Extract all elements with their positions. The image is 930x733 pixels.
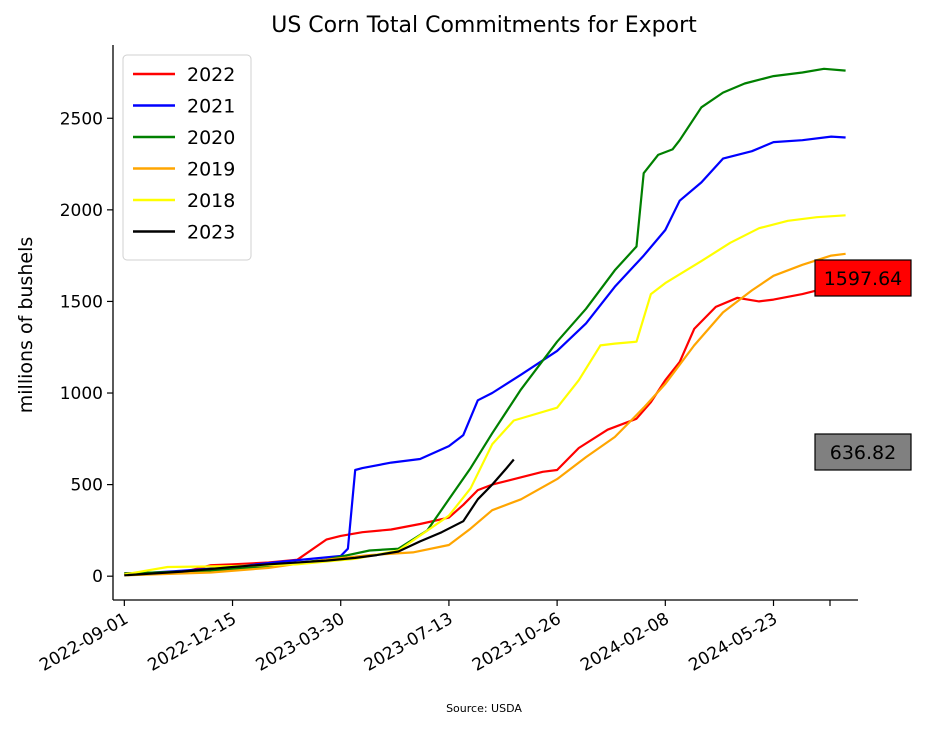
value-box-label: 1597.64 (824, 268, 903, 290)
x-tick-label: 2022-12-15 (144, 609, 240, 676)
value-boxes: 1597.64 636.82 (814, 259, 912, 471)
y-tick-label: 2500 (60, 109, 103, 129)
value-box-label: 636.82 (830, 442, 896, 464)
x-tick-label: 2023-07-13 (361, 609, 457, 676)
legend-label-2018: 2018 (187, 190, 235, 212)
legend-label-2023: 2023 (187, 222, 235, 244)
x-tick-label: 2022-09-01 (36, 609, 132, 676)
legend-label-2022: 2022 (187, 64, 235, 86)
legend-label-2020: 2020 (187, 127, 235, 149)
y-tick-label: 2000 (60, 201, 103, 221)
chart-title: US Corn Total Commitments for Export (271, 13, 697, 38)
legend-label-2019: 2019 (187, 159, 235, 181)
series-layer (124, 67, 846, 577)
value-box (814, 433, 912, 471)
x-tick-label: 2024-05-23 (685, 609, 781, 676)
series-line-2023 (124, 458, 515, 577)
series-line-2018 (124, 214, 846, 576)
value-box (814, 259, 912, 297)
y-tick-label: 1500 (60, 292, 103, 312)
series-line-2019 (124, 252, 846, 577)
series-line-2021 (124, 135, 846, 576)
legend: 2022 2021 2020 2019 2018 2023 (122, 54, 252, 261)
source-note: Source: USDA (446, 702, 522, 715)
y-tick-label: 0 (92, 567, 103, 587)
y-tick-label: 500 (71, 476, 103, 496)
x-tick-label: 2023-10-26 (469, 609, 565, 676)
x-tick-label: 2024-02-08 (577, 609, 673, 676)
x-tick-label: 2023-03-30 (253, 609, 349, 676)
y-tick-label: 1000 (60, 384, 103, 404)
y-axis-label: millions of bushels (15, 237, 37, 414)
legend-label-2021: 2021 (187, 96, 235, 118)
series-line-2020 (124, 67, 846, 575)
series-line-2022 (124, 282, 846, 575)
